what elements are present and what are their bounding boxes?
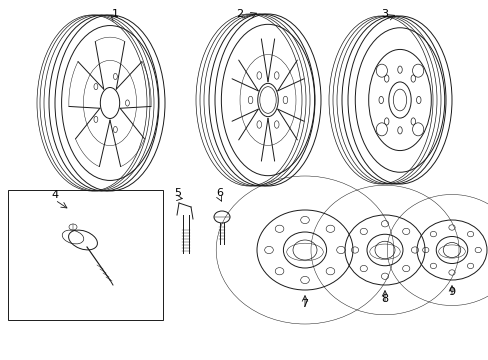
Text: 5: 5 (174, 188, 181, 198)
Bar (8, 190, 163, 320)
Text: 4: 4 (51, 190, 59, 200)
Text: 8: 8 (381, 294, 388, 304)
Text: 1: 1 (111, 9, 118, 19)
Text: 6: 6 (216, 188, 223, 198)
Text: 7: 7 (301, 299, 308, 309)
Text: 9: 9 (447, 287, 455, 297)
Text: 3: 3 (381, 9, 387, 19)
Text: 2: 2 (236, 9, 243, 19)
